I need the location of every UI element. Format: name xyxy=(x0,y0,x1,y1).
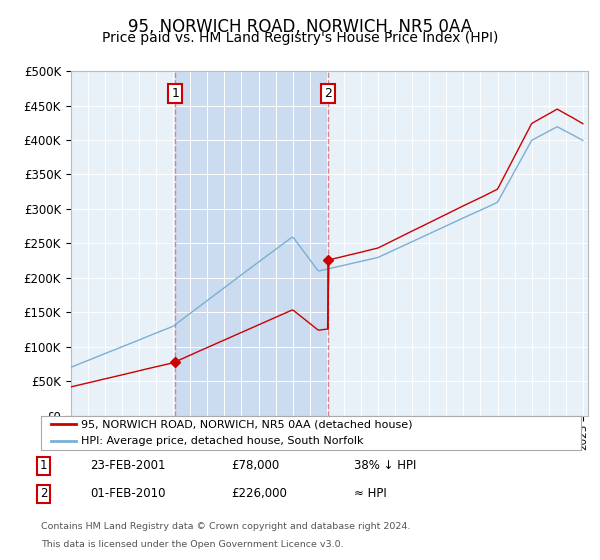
Text: 23-FEB-2001: 23-FEB-2001 xyxy=(90,459,166,473)
Text: 1: 1 xyxy=(40,459,47,473)
Text: Price paid vs. HM Land Registry's House Price Index (HPI): Price paid vs. HM Land Registry's House … xyxy=(102,31,498,45)
Text: 95, NORWICH ROAD, NORWICH, NR5 0AA (detached house): 95, NORWICH ROAD, NORWICH, NR5 0AA (deta… xyxy=(82,419,413,430)
Text: ≈ HPI: ≈ HPI xyxy=(354,487,387,501)
Text: 01-FEB-2010: 01-FEB-2010 xyxy=(90,487,166,501)
Text: 95, NORWICH ROAD, NORWICH, NR5 0AA: 95, NORWICH ROAD, NORWICH, NR5 0AA xyxy=(128,18,472,36)
Text: £78,000: £78,000 xyxy=(231,459,279,473)
Text: £226,000: £226,000 xyxy=(231,487,287,501)
Bar xyxy=(175,71,328,416)
Text: HPI: Average price, detached house, South Norfolk: HPI: Average price, detached house, Sout… xyxy=(82,436,364,446)
Text: 1: 1 xyxy=(172,87,179,100)
Text: This data is licensed under the Open Government Licence v3.0.: This data is licensed under the Open Gov… xyxy=(41,540,343,549)
Text: 38% ↓ HPI: 38% ↓ HPI xyxy=(354,459,416,473)
Text: Contains HM Land Registry data © Crown copyright and database right 2024.: Contains HM Land Registry data © Crown c… xyxy=(41,522,410,531)
Text: 2: 2 xyxy=(324,87,332,100)
Text: 2: 2 xyxy=(40,487,47,501)
